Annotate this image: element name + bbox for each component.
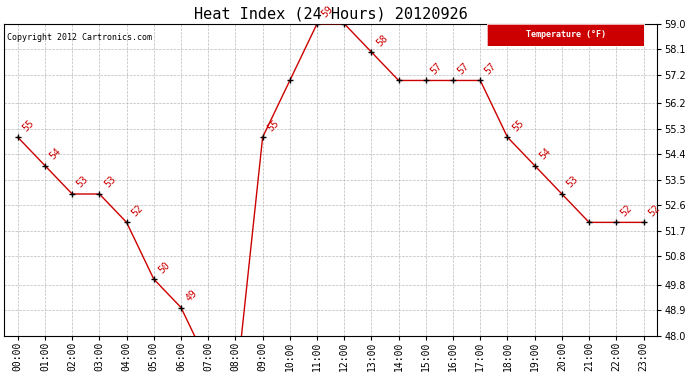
Title: Heat Index (24 Hours) 20120926: Heat Index (24 Hours) 20120926 bbox=[194, 6, 468, 21]
Text: 53: 53 bbox=[75, 174, 90, 190]
Text: 54: 54 bbox=[538, 146, 553, 162]
Text: 53: 53 bbox=[102, 174, 117, 190]
Text: 49: 49 bbox=[184, 288, 199, 303]
Text: 52: 52 bbox=[619, 203, 635, 218]
Text: 57: 57 bbox=[483, 61, 498, 76]
Text: 52: 52 bbox=[647, 203, 662, 218]
Text: Copyright 2012 Cartronics.com: Copyright 2012 Cartronics.com bbox=[8, 33, 152, 42]
Text: 57: 57 bbox=[428, 61, 444, 76]
Text: 46: 46 bbox=[0, 374, 1, 375]
Text: 59: 59 bbox=[320, 4, 335, 20]
Text: 53: 53 bbox=[564, 174, 580, 190]
Text: 55: 55 bbox=[21, 118, 36, 133]
Text: 55: 55 bbox=[511, 118, 526, 133]
Text: 55: 55 bbox=[266, 118, 281, 133]
Text: 57: 57 bbox=[456, 61, 471, 76]
Text: 54: 54 bbox=[48, 146, 63, 162]
Text: 48: 48 bbox=[0, 374, 1, 375]
Text: 58: 58 bbox=[374, 33, 390, 48]
Text: 50: 50 bbox=[157, 260, 172, 275]
Text: 52: 52 bbox=[130, 203, 145, 218]
